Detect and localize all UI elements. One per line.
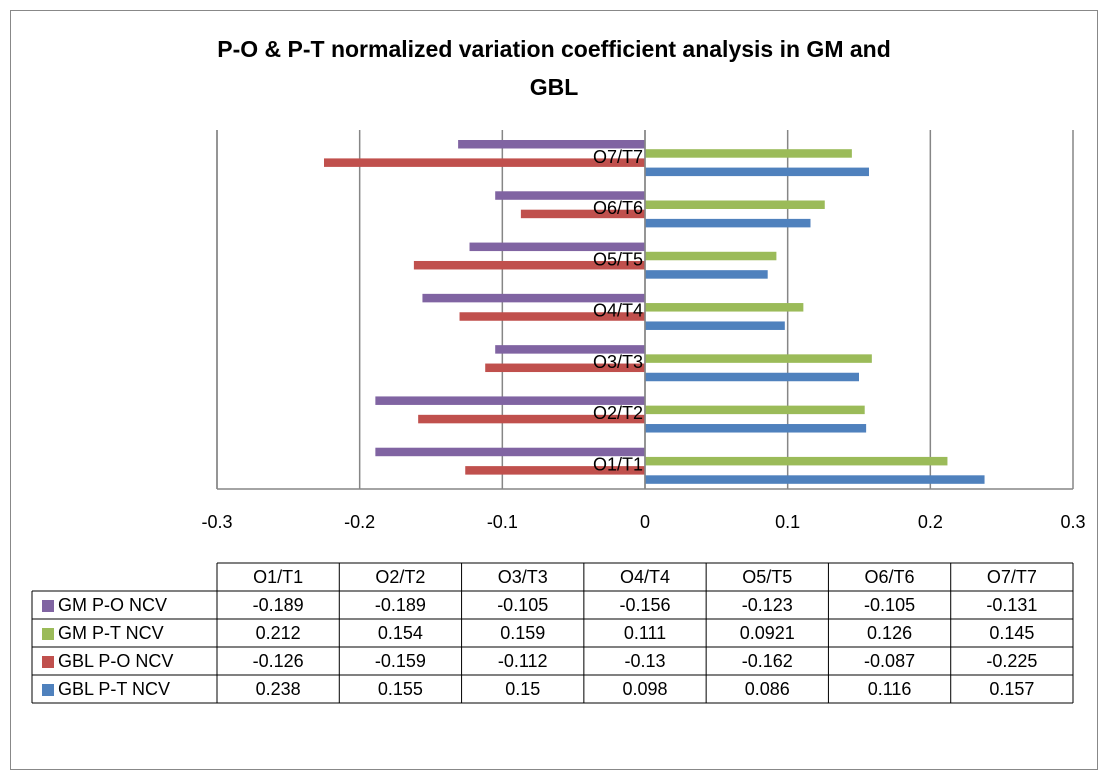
table-cell: 0.212 (256, 623, 301, 643)
table-header: O3/T3 (498, 567, 548, 587)
table-cell: 0.126 (867, 623, 912, 643)
legend-swatch (42, 600, 54, 612)
y-tick-label: O7/T7 (593, 147, 643, 167)
bar (645, 405, 865, 415)
y-tick-label: O6/T6 (593, 198, 643, 218)
table-cell: -0.112 (498, 651, 548, 671)
table-cell: -0.123 (742, 595, 793, 615)
legend-swatch (42, 628, 54, 640)
table-cell: -0.13 (624, 651, 665, 671)
bar (495, 345, 645, 354)
x-tick-label: 0 (640, 512, 650, 532)
bar (422, 293, 645, 303)
legend-label: GM P-O NCV (58, 595, 167, 615)
table-cell: -0.105 (497, 595, 548, 615)
table-cell: 0.0921 (740, 623, 795, 643)
table-cell: 0.116 (868, 679, 912, 699)
bar (324, 158, 645, 167)
legend-label: GBL P-O NCV (58, 651, 173, 671)
table-header: O2/T2 (375, 567, 425, 587)
bar (645, 200, 825, 209)
table-cell: -0.131 (986, 595, 1037, 615)
table-cell: -0.126 (253, 651, 304, 671)
bar (645, 456, 948, 466)
table-cell: -0.189 (253, 595, 304, 615)
bar (458, 140, 645, 149)
table-cell: 0.111 (624, 623, 666, 643)
bar (645, 424, 867, 433)
bar (459, 312, 645, 321)
x-tick-label: 0.1 (775, 512, 800, 532)
bar (469, 242, 645, 252)
bar (645, 321, 785, 330)
x-tick-label: -0.3 (201, 512, 232, 532)
y-tick-label: O2/T2 (593, 403, 643, 423)
x-tick-label: 0.3 (1060, 512, 1085, 532)
x-tick-label: -0.1 (487, 512, 518, 532)
bar (418, 414, 645, 424)
table-cell: -0.162 (742, 651, 793, 671)
bar (645, 303, 804, 312)
bar (375, 396, 645, 405)
x-tick-label: 0.2 (918, 512, 943, 532)
table-cell: 0.15 (505, 679, 540, 699)
table-cell: 0.145 (989, 623, 1034, 643)
table-header: O1/T1 (253, 567, 303, 587)
table-cell: 0.086 (745, 679, 790, 699)
bar (413, 260, 645, 270)
table-cell: -0.087 (864, 651, 915, 671)
table-header: O6/T6 (865, 567, 915, 587)
table-cell: 0.098 (622, 679, 667, 699)
table-cell: -0.159 (375, 651, 426, 671)
table-cell: -0.189 (375, 595, 426, 615)
bar (645, 270, 768, 279)
table-cell: -0.105 (864, 595, 915, 615)
chart-title: P-O & P-T normalized variation coefficie… (217, 36, 891, 100)
table-cell: 0.238 (256, 679, 301, 699)
y-tick-label: O1/T1 (593, 454, 643, 474)
table-cell: -0.225 (986, 651, 1037, 671)
bar (645, 251, 777, 261)
bar (485, 363, 645, 373)
legend-swatch (42, 656, 54, 668)
bar (645, 372, 859, 382)
bar (645, 354, 872, 363)
y-tick-label: O3/T3 (593, 352, 643, 372)
chart-border (10, 10, 1098, 770)
bar (645, 218, 811, 228)
legend-label: GBL P-T NCV (58, 679, 170, 699)
table-cell: 0.154 (378, 623, 423, 643)
table-cell: -0.156 (619, 595, 670, 615)
legend-swatch (42, 684, 54, 696)
table-header: O7/T7 (987, 567, 1037, 587)
legend-label: GM P-T NCV (58, 623, 164, 643)
table-cell: 0.159 (500, 623, 545, 643)
table-header: O5/T5 (742, 567, 792, 587)
y-tick-label: O5/T5 (593, 249, 643, 269)
table-cell: 0.157 (989, 679, 1034, 699)
x-tick-label: -0.2 (344, 512, 375, 532)
bar (520, 209, 645, 219)
bar (495, 191, 645, 200)
table-header: O4/T4 (620, 567, 670, 587)
bar (645, 475, 985, 484)
bar (645, 167, 869, 177)
bar (465, 466, 645, 475)
y-tick-label: O4/T4 (593, 301, 643, 321)
bar (375, 447, 645, 457)
bar (645, 149, 852, 158)
table-cell: 0.155 (378, 679, 423, 699)
